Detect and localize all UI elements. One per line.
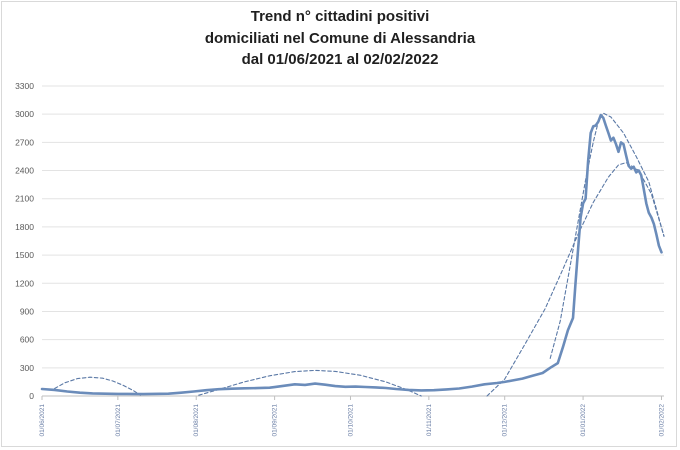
y-tick-label: 1200 [15,278,34,288]
y-tick-label: 2700 [15,137,34,147]
x-tick-label: 01/07/2021 [115,404,122,437]
chart-title-line-3: dal 01/06/2021 al 02/02/2022 [241,51,439,68]
y-tick-label: 3000 [15,109,34,119]
y-tick-label: 2100 [15,194,34,204]
chart-title: Trend n° cittadini positivi domiciliati … [0,6,680,71]
y-tick-label: 1500 [15,250,34,260]
trendline-series [54,376,142,396]
gridlines [42,85,664,397]
x-tick-label: 01/02/2022 [658,404,665,437]
chart-title-line-2: domiciliati nel Comune di Alessandria [204,29,476,47]
x-tick-label: 01/10/2021 [347,404,354,437]
y-tick-label: 1800 [15,222,34,232]
trendline-series [549,112,665,359]
y-tick-label: 3300 [15,81,34,91]
chart-title-line-1: Trend n° cittadini positivi [250,8,430,25]
x-tick-label: 01/09/2021 [272,404,279,437]
y-tick-label: 300 [20,363,34,373]
y-tick-label: 900 [20,306,34,316]
x-tick-label: 01/11/2021 [426,404,433,436]
x-axis: 01/06/2021 01/07/2021 01/08/2021 01/09/2021… [39,395,665,437]
x-tick-label: 01/01/2022 [580,404,587,437]
x-tick-label: 01/06/2021 [39,404,46,437]
trendline-series [198,369,422,397]
x-tick-label: 01/12/2021 [502,404,509,437]
y-axis: 0 300 600 900 1200 1500 1800 2100 2400 2700 3000 33… [15,81,34,401]
y-tick-label: 600 [20,335,34,345]
y-tick-label: 0 [29,391,34,401]
positives-series [40,113,663,396]
y-tick-label: 2400 [15,166,34,176]
x-tick-label: 01/08/2021 [193,404,200,437]
series-layer [40,112,665,397]
